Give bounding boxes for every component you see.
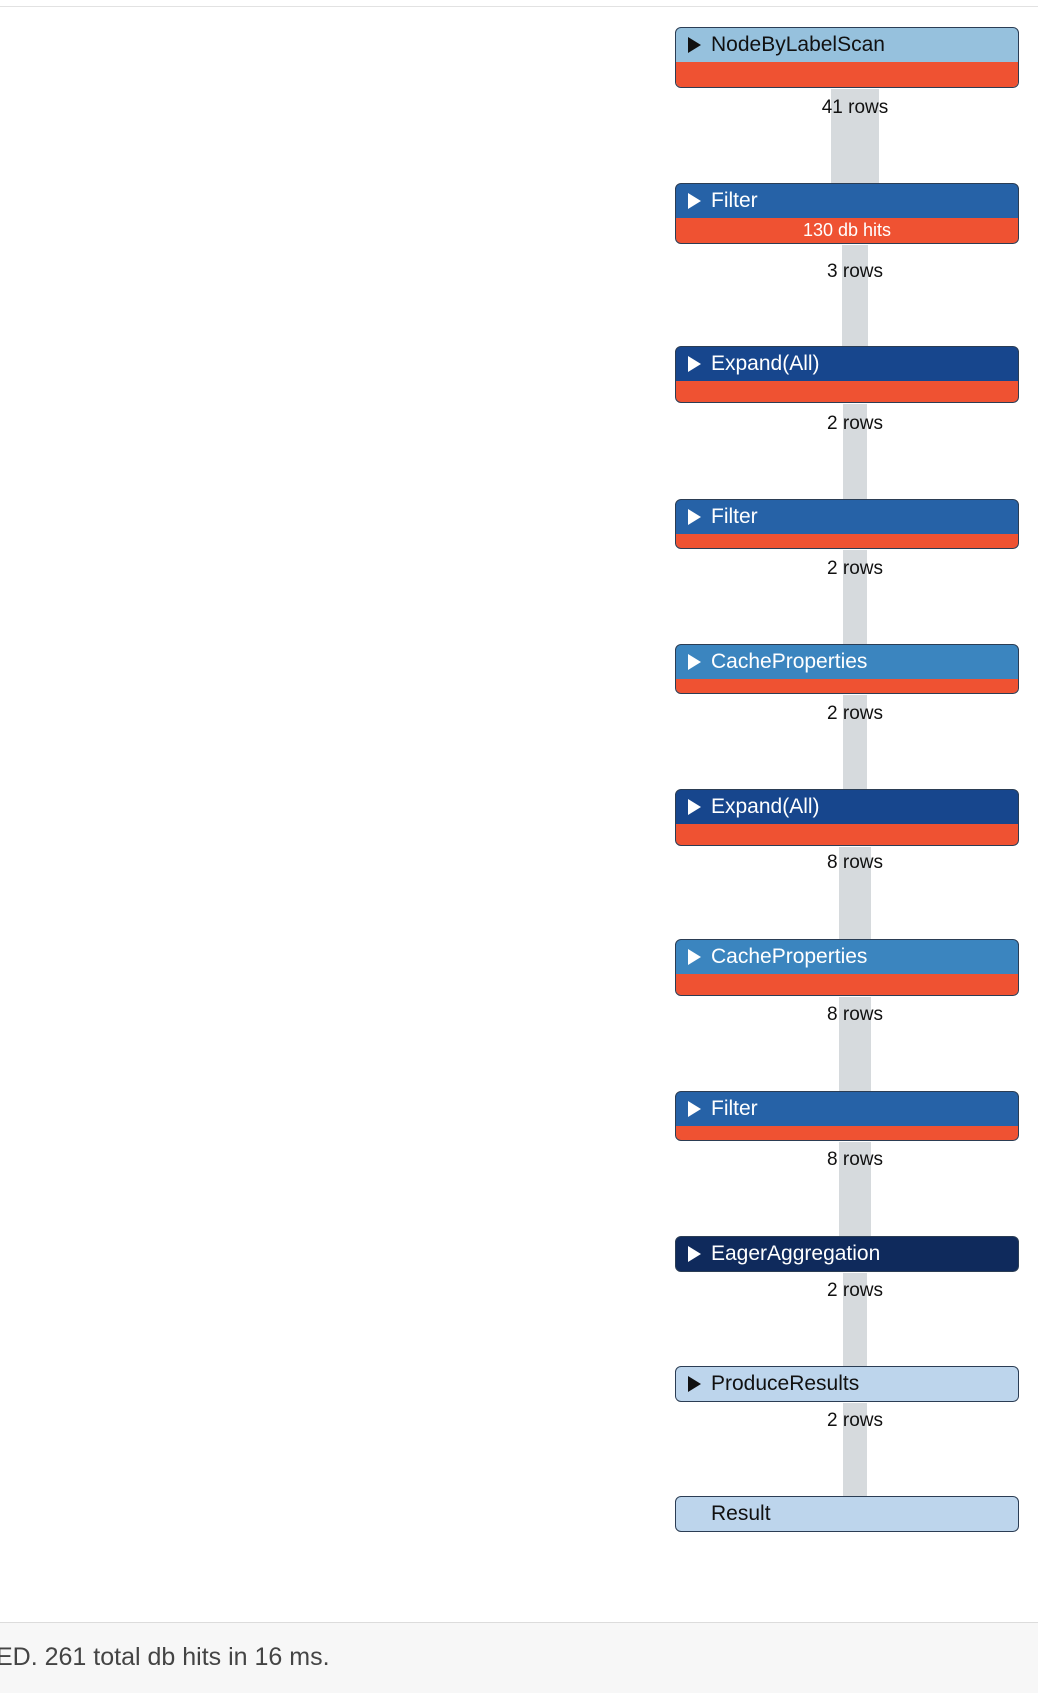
- operator-header[interactable]: CacheProperties: [676, 645, 1018, 679]
- db-hits-bar: 130 db hits: [676, 218, 1018, 243]
- plan-connector: [841, 245, 869, 346]
- query-plan: NodeByLabelScan Filter 130 db hits Expand(A…: [675, 27, 1019, 1532]
- plan-operator[interactable]: Expand(All): [675, 789, 1019, 846]
- row-count-label: 2 rows: [827, 558, 883, 579]
- db-hits-bar: [676, 534, 1018, 548]
- query-summary: ED. 261 total db hits in 16 ms.: [0, 1643, 330, 1671]
- row-count-label: 3 rows: [827, 261, 883, 282]
- db-hits-bar: [676, 824, 1018, 845]
- operator-header[interactable]: NodeByLabelScan: [676, 28, 1018, 62]
- plan-operator[interactable]: NodeByLabelScan: [675, 27, 1019, 88]
- row-count-label: 2 rows: [827, 1280, 883, 1301]
- plan-connector: [842, 695, 868, 789]
- operator-name: Filter: [711, 1097, 758, 1120]
- db-hits-bar: [676, 679, 1018, 693]
- operator-name: EagerAggregation: [711, 1242, 881, 1265]
- expand-triangle-icon[interactable]: [688, 949, 701, 965]
- operator-header[interactable]: Expand(All): [676, 790, 1018, 824]
- operator-name: CacheProperties: [711, 945, 868, 968]
- expand-triangle-icon[interactable]: [688, 37, 701, 53]
- operator-name: CacheProperties: [711, 650, 868, 673]
- operator-header[interactable]: EagerAggregation: [676, 1237, 1018, 1271]
- plan-operator[interactable]: Result: [675, 1496, 1019, 1532]
- row-count-label: 41 rows: [821, 97, 889, 118]
- plan-operator[interactable]: CacheProperties: [675, 939, 1019, 996]
- operator-name: Expand(All): [711, 352, 820, 375]
- operator-name: NodeByLabelScan: [711, 33, 885, 56]
- row-count-label: 2 rows: [827, 1410, 883, 1431]
- operator-header[interactable]: ProduceResults: [676, 1367, 1018, 1401]
- db-hits-bar: [676, 1126, 1018, 1140]
- status-bar: [0, 1622, 1038, 1693]
- top-divider: [0, 6, 1038, 7]
- plan-operator[interactable]: CacheProperties: [675, 644, 1019, 694]
- plan-operator[interactable]: Expand(All): [675, 346, 1019, 403]
- row-count-label: 2 rows: [827, 413, 883, 434]
- plan-operator[interactable]: EagerAggregation: [675, 1236, 1019, 1272]
- operator-header[interactable]: Expand(All): [676, 347, 1018, 381]
- plan-connector: [839, 1142, 871, 1236]
- plan-connector: [842, 1403, 868, 1496]
- plan-operator[interactable]: Filter 130 db hits: [675, 183, 1019, 244]
- plan-connector: [839, 997, 871, 1091]
- plan-operator[interactable]: Filter: [675, 1091, 1019, 1141]
- expand-triangle-icon[interactable]: [688, 1376, 701, 1392]
- plan-connector: [842, 404, 868, 499]
- operator-name: ProduceResults: [711, 1372, 860, 1395]
- operator-name: Filter: [711, 189, 758, 212]
- operator-header[interactable]: Result: [676, 1497, 1018, 1531]
- operator-header[interactable]: Filter: [676, 184, 1018, 218]
- operator-header[interactable]: Filter: [676, 500, 1018, 534]
- row-count-label: 8 rows: [827, 1149, 883, 1170]
- expand-triangle-icon[interactable]: [688, 799, 701, 815]
- row-count-label: 8 rows: [827, 852, 883, 873]
- expand-triangle-icon[interactable]: [688, 193, 701, 209]
- plan-operator[interactable]: Filter: [675, 499, 1019, 549]
- operator-header[interactable]: Filter: [676, 1092, 1018, 1126]
- expand-triangle-icon[interactable]: [688, 509, 701, 525]
- expand-triangle-icon[interactable]: [688, 654, 701, 670]
- plan-connector: [831, 89, 879, 183]
- plan-connector: [842, 550, 868, 644]
- expand-triangle-icon[interactable]: [688, 356, 701, 372]
- expand-triangle-icon[interactable]: [688, 1101, 701, 1117]
- operator-name: Result: [711, 1502, 771, 1525]
- expand-triangle-icon[interactable]: [688, 1246, 701, 1262]
- plan-connector: [839, 847, 871, 939]
- row-count-label: 8 rows: [827, 1004, 883, 1025]
- operator-name: Expand(All): [711, 795, 820, 818]
- db-hits-bar: [676, 381, 1018, 402]
- plan-connector: [842, 1273, 868, 1366]
- db-hits-bar: [676, 62, 1018, 87]
- db-hits-bar: [676, 974, 1018, 995]
- operator-name: Filter: [711, 505, 758, 528]
- plan-operator[interactable]: ProduceResults: [675, 1366, 1019, 1402]
- operator-header[interactable]: CacheProperties: [676, 940, 1018, 974]
- row-count-label: 2 rows: [827, 703, 883, 724]
